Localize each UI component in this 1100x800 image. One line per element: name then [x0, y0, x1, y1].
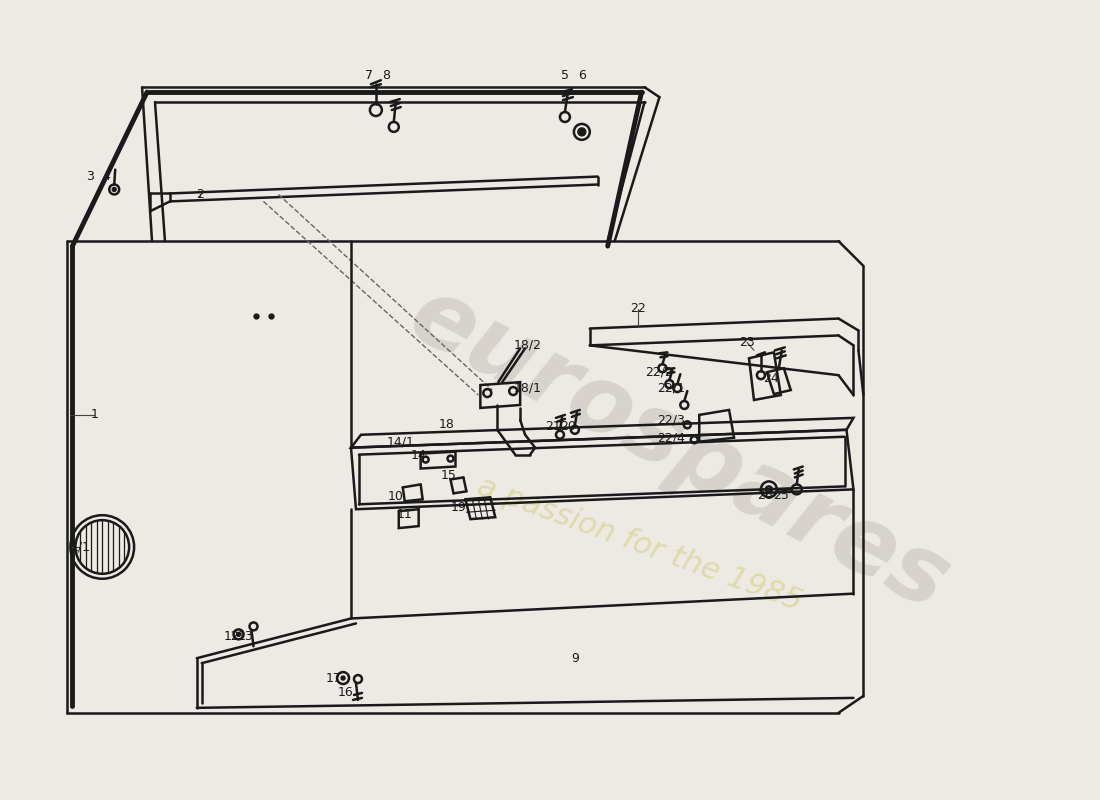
- Text: 1: 1: [90, 408, 98, 422]
- Text: a passion for the 1985: a passion for the 1985: [473, 472, 806, 616]
- Text: 10: 10: [388, 490, 404, 503]
- Text: eurospares: eurospares: [394, 269, 965, 630]
- Text: 23: 23: [739, 336, 755, 349]
- Text: 8: 8: [382, 69, 389, 82]
- Circle shape: [578, 128, 586, 136]
- Text: 17: 17: [327, 671, 342, 685]
- Text: 2: 2: [196, 188, 204, 201]
- Text: 18/2: 18/2: [514, 339, 542, 352]
- Text: 21: 21: [546, 420, 561, 434]
- Text: 3: 3: [87, 170, 95, 183]
- Text: 14: 14: [410, 449, 427, 462]
- Text: 25: 25: [773, 489, 789, 502]
- Text: 20: 20: [560, 420, 575, 434]
- Text: 22/3: 22/3: [658, 414, 685, 426]
- Text: 6: 6: [578, 69, 586, 82]
- Text: 1/1: 1/1: [70, 541, 90, 554]
- Text: 13: 13: [238, 630, 253, 643]
- Text: 19: 19: [451, 501, 466, 514]
- Text: 22: 22: [629, 302, 646, 315]
- Text: 22/1: 22/1: [658, 382, 685, 394]
- Text: 14/1: 14/1: [387, 435, 415, 448]
- Text: 22/4: 22/4: [658, 431, 685, 444]
- Text: 18: 18: [439, 418, 454, 431]
- Circle shape: [341, 676, 345, 680]
- Text: 18/1: 18/1: [514, 382, 542, 394]
- Text: 4: 4: [102, 170, 110, 183]
- Text: 26: 26: [757, 489, 773, 502]
- Text: 16: 16: [338, 686, 354, 699]
- Text: 5: 5: [561, 69, 569, 82]
- Text: 22/2: 22/2: [646, 366, 673, 378]
- Text: 7: 7: [365, 69, 373, 82]
- Text: 15: 15: [441, 469, 456, 482]
- Text: 9: 9: [571, 652, 579, 665]
- Text: 11: 11: [397, 508, 412, 521]
- Text: 24: 24: [763, 372, 779, 385]
- Circle shape: [236, 632, 241, 636]
- Text: 12: 12: [223, 630, 240, 643]
- Circle shape: [112, 187, 117, 191]
